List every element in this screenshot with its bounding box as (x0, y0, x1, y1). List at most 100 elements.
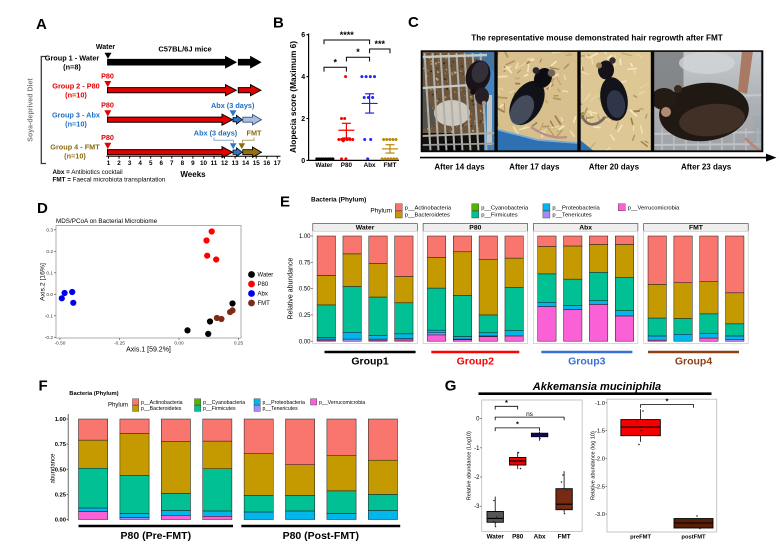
svg-text:Bacteria (Phylum): Bacteria (Phylum) (311, 197, 366, 204)
svg-text:***: *** (375, 39, 386, 49)
svg-text:P80: P80 (258, 282, 269, 288)
svg-text:8: 8 (181, 160, 185, 167)
svg-text:6: 6 (159, 160, 163, 167)
svg-text:p__Tenericutes: p__Tenericutes (552, 213, 591, 219)
svg-text:After 17 days: After 17 days (509, 163, 560, 172)
svg-text:Bacteria (Phylum): Bacteria (Phylum) (69, 391, 118, 397)
svg-text:Relative abundance (Log10): Relative abundance (Log10) (467, 431, 473, 500)
svg-text:Relative abundance (log 10): Relative abundance (log 10) (591, 431, 597, 500)
svg-text:Abx: Abx (534, 534, 546, 541)
svg-text:Abx: Abx (364, 162, 376, 169)
svg-text:-2: -2 (474, 475, 480, 481)
svg-text:9: 9 (191, 160, 195, 167)
svg-text:0.75: 0.75 (55, 442, 67, 448)
svg-text:p__Actinobacteria: p__Actinobacteria (405, 205, 452, 211)
svg-text:P80: P80 (512, 534, 524, 541)
svg-text:17: 17 (274, 160, 282, 167)
svg-text:*: * (356, 47, 360, 57)
svg-text:-2.0: -2.0 (595, 457, 605, 463)
svg-text:(n=10): (n=10) (64, 152, 86, 161)
svg-text:-0.50: -0.50 (55, 341, 66, 347)
svg-text:0.00: 0.00 (299, 339, 311, 345)
svg-text:C: C (408, 14, 419, 31)
svg-text:P80: P80 (469, 225, 481, 232)
svg-text:After 20 days: After 20 days (589, 163, 640, 172)
svg-text:p__Bacteroidetes: p__Bacteroidetes (405, 213, 450, 219)
svg-text:13: 13 (232, 160, 240, 167)
svg-text:2: 2 (117, 160, 121, 167)
svg-text:15: 15 (253, 160, 261, 167)
svg-text:16: 16 (263, 160, 271, 167)
svg-text:4: 4 (138, 160, 142, 167)
svg-text:Abx = Antibiotics cocktail: Abx = Antibiotics cocktail (53, 169, 123, 176)
svg-text:0.00: 0.00 (55, 518, 66, 524)
svg-text:2: 2 (301, 116, 305, 123)
svg-text:Water: Water (96, 44, 115, 51)
svg-text:-1: -1 (474, 446, 480, 452)
svg-text:p__Verrucomicrobia: p__Verrucomicrobia (319, 400, 365, 406)
svg-text:Group2: Group2 (457, 356, 494, 368)
svg-text:Akkemansia muciniphila: Akkemansia muciniphila (532, 381, 661, 393)
svg-text:P80: P80 (101, 72, 114, 81)
svg-text:p__Proteobacteria: p__Proteobacteria (263, 400, 306, 406)
svg-text:Water: Water (315, 162, 333, 169)
svg-text:Axis.1 [59.2%]: Axis.1 [59.2%] (126, 347, 171, 354)
svg-text:Group 2 - P80: Group 2 - P80 (52, 82, 99, 91)
svg-text:Axis.2 [16%]: Axis.2 [16%] (40, 263, 47, 301)
svg-text:After 23 days: After 23 days (681, 163, 732, 172)
svg-text:FMT: FMT (558, 534, 571, 541)
svg-text:0.25: 0.25 (234, 341, 244, 347)
svg-text:*: * (666, 396, 669, 405)
svg-text:After 14 days: After 14 days (434, 163, 485, 172)
svg-text:Abx: Abx (258, 292, 268, 298)
svg-text:abundance: abundance (50, 453, 56, 483)
svg-text:0.2: 0.2 (46, 249, 53, 255)
svg-text:p__Bacteroidetes: p__Bacteroidetes (141, 406, 182, 412)
svg-text:postFMT: postFMT (681, 535, 706, 541)
svg-text:The representative mouse demon: The representative mouse demonstrated ha… (471, 34, 723, 43)
svg-text:Relative abundance: Relative abundance (288, 258, 295, 320)
svg-text:Water: Water (258, 273, 274, 279)
svg-text:P80: P80 (341, 162, 353, 169)
svg-text:****: **** (340, 30, 355, 40)
svg-text:P80: P80 (101, 101, 114, 110)
svg-text:Phylum: Phylum (370, 208, 392, 215)
svg-text:p__Cyanobacteria: p__Cyanobacteria (203, 400, 245, 406)
svg-text:*: * (505, 398, 508, 407)
svg-text:p__Proteobacteria: p__Proteobacteria (552, 205, 600, 211)
svg-text:1: 1 (107, 160, 111, 167)
svg-text:P80 (Pre-FMT): P80 (Pre-FMT) (121, 530, 192, 542)
svg-text:Group 3 - Abx: Group 3 - Abx (52, 111, 100, 120)
svg-text:FMT: FMT (689, 225, 704, 232)
svg-text:5: 5 (149, 160, 153, 167)
svg-text:0.75: 0.75 (299, 260, 311, 266)
svg-text:10: 10 (200, 160, 208, 167)
svg-text:Group1: Group1 (351, 356, 388, 368)
svg-text:Abx (3 days): Abx (3 days) (211, 101, 255, 110)
svg-text:12: 12 (221, 160, 229, 167)
svg-text:0.25: 0.25 (55, 492, 67, 498)
svg-text:MDS/PCoA on Bacterial Microbio: MDS/PCoA on Bacterial Microbiome (56, 218, 158, 225)
svg-text:0.25: 0.25 (299, 313, 311, 319)
svg-text:A: A (36, 16, 47, 33)
svg-text:-2.5: -2.5 (595, 484, 605, 490)
svg-text:Water: Water (487, 534, 505, 541)
svg-text:B: B (273, 15, 284, 32)
svg-text:0.50: 0.50 (299, 287, 311, 293)
svg-text:F: F (39, 378, 48, 395)
svg-text:ns: ns (526, 411, 534, 418)
svg-text:0.3: 0.3 (46, 228, 53, 234)
svg-text:6: 6 (301, 32, 305, 39)
svg-text:(n=10): (n=10) (65, 120, 87, 129)
svg-text:P80 (Post-FMT): P80 (Post-FMT) (283, 530, 359, 542)
svg-text:Group 4 - FMT: Group 4 - FMT (50, 143, 100, 152)
svg-text:-0.2: -0.2 (45, 335, 54, 341)
svg-text:0.50: 0.50 (55, 467, 66, 473)
svg-text:Weeks: Weeks (180, 170, 206, 179)
svg-text:p__Cyanobacteria: p__Cyanobacteria (481, 205, 529, 211)
svg-text:0.1: 0.1 (46, 271, 53, 277)
svg-text:-3.0: -3.0 (595, 512, 605, 518)
svg-text:p__Firmicutes: p__Firmicutes (481, 213, 518, 219)
svg-text:-1.5: -1.5 (595, 429, 605, 435)
svg-text:1.00: 1.00 (299, 234, 311, 240)
